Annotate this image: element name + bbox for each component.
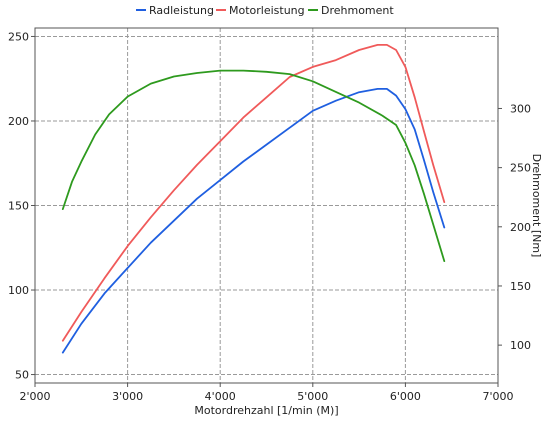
y-left-tick-label: 250 [8, 30, 29, 43]
y-right-axis-title: Drehmoment [Nm] [530, 154, 543, 258]
x-tick-label: 6'000 [390, 390, 421, 403]
series-line-motorleistung [61, 44, 446, 342]
legend-label-motorleistung: Motorleistung [229, 4, 305, 17]
x-tick-label: 2'000 [19, 390, 50, 403]
tick-layer: 2'000 3'000 4'000 5'000 6'000 7'000 50 100 150 20… [8, 30, 531, 403]
x-axis-title: Motordrehzahl [1/min (M)] [194, 404, 338, 417]
y-left-tick-label: 150 [8, 200, 29, 213]
legend: Radleistung Motorleistung Drehmoment [136, 4, 394, 17]
y-right-tick-label: 300 [510, 102, 531, 115]
y-right-tick-label: 250 [510, 162, 531, 175]
x-tick-label: 5'000 [297, 390, 328, 403]
x-tick-label: 7'000 [482, 390, 513, 403]
y-right-tick-label: 100 [510, 339, 531, 352]
y-left-tick-label: 50 [15, 369, 29, 382]
y-right-tick-label: 150 [510, 280, 531, 293]
series-line-radleistung [61, 88, 446, 354]
legend-label-radleistung: Radleistung [149, 4, 214, 17]
legend-label-drehmoment: Drehmoment [321, 4, 394, 17]
y-right-tick-label: 200 [510, 221, 531, 234]
x-tick-label: 4'000 [205, 390, 236, 403]
grid-layer [35, 28, 498, 383]
series-line-drehmoment [61, 69, 446, 263]
x-tick-label: 3'000 [112, 390, 143, 403]
y-left-tick-label: 200 [8, 115, 29, 128]
series-layer [61, 44, 446, 354]
y-left-tick-label: 100 [8, 284, 29, 297]
